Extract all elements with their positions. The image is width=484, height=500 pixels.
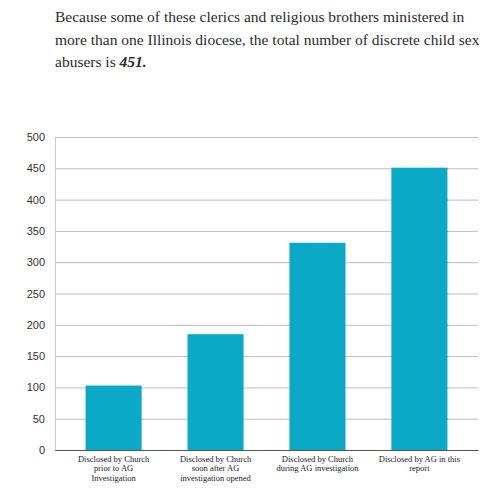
bar: [188, 334, 244, 450]
y-tick-label: 450: [27, 162, 45, 174]
x-tick-label: Disclosed by Churchprior to AGInvestigat…: [78, 454, 150, 483]
y-tick-label: 150: [27, 350, 45, 362]
chart-container: Because some of these clerics and religi…: [0, 0, 484, 500]
chart-svg: Because some of these clerics and religi…: [0, 0, 484, 500]
y-tick-label: 350: [27, 225, 45, 237]
x-tick: Disclosed by Churchduring AG investigati…: [276, 450, 359, 473]
x-tick: Disclosed by Churchsoon after AGinvestig…: [180, 450, 252, 483]
x-tick-label: Disclosed by Churchduring AG investigati…: [276, 454, 359, 473]
y-tick-label: 200: [27, 319, 45, 331]
grid-line: [55, 137, 478, 138]
y-tick-label: 0: [39, 444, 45, 456]
x-tick: Disclosed by AG in thisreport: [379, 450, 460, 473]
x-tick-label: Disclosed by Churchsoon after AGinvestig…: [180, 454, 252, 483]
y-tick-label: 300: [27, 256, 45, 268]
x-tick: Disclosed by Churchprior to AGInvestigat…: [78, 450, 150, 483]
y-axis: 0 50 100 150 200 250 300 350 400 450 500: [27, 131, 478, 456]
y-tick-label: 500: [27, 131, 45, 143]
title: Because some of these clerics and religi…: [55, 8, 480, 70]
bar: [86, 386, 142, 450]
y-tick-label: 50: [33, 413, 45, 425]
bar: [289, 243, 345, 450]
y-tick: 500: [27, 131, 478, 143]
bar: [391, 168, 447, 450]
x-axis: Disclosed by Churchprior to AGInvestigat…: [56, 450, 479, 483]
x-axis-line: [56, 450, 479, 451]
grid-line: [55, 450, 478, 451]
bars: [86, 168, 448, 450]
y-tick-label: 100: [27, 381, 45, 393]
x-tick-label: Disclosed by AG in thisreport: [379, 454, 460, 473]
y-tick-label: 250: [27, 288, 45, 300]
y-tick-label: 400: [27, 194, 45, 206]
y-axis-line: [56, 138, 479, 451]
